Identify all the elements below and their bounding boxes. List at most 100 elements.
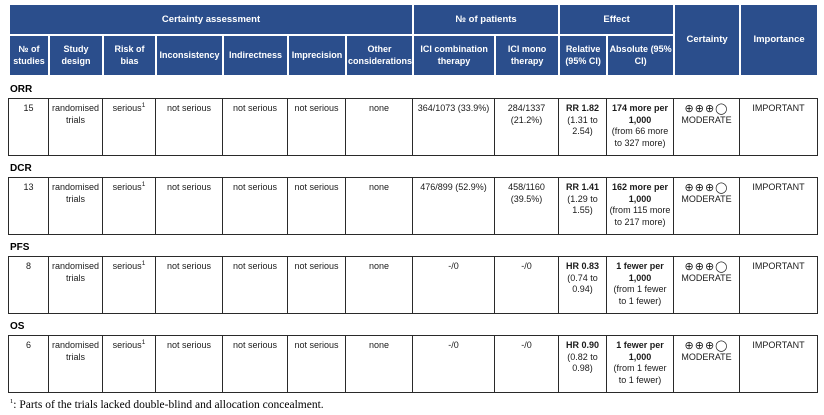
col-study-design: Study design xyxy=(48,34,104,77)
footnote-marker: 1 xyxy=(141,339,146,346)
cell-relative-effect: HR 0.83 (0.74 to 0.94) xyxy=(558,256,607,314)
col-indirectness: Indirectness xyxy=(222,34,289,77)
cell-inconsistency: not serious xyxy=(155,98,223,156)
pfs-table: 8 randomised trials serious1 not serious… xyxy=(8,256,818,314)
dcr-row: 13 randomised trials serious1 not seriou… xyxy=(8,177,818,235)
relative-ci: (0.82 to 0.98) xyxy=(567,351,598,374)
header-no-of-patients: № of patients xyxy=(412,3,561,36)
cell-ici-combination: -/0 xyxy=(412,335,495,393)
grade-header-table: Certainty assessment № of patients Effec… xyxy=(7,3,820,77)
cell-risk-of-bias: serious1 xyxy=(102,256,156,314)
section-label-os: OS xyxy=(10,321,25,332)
cell-absolute-effect: 1 fewer per 1,000 (from 1 fewer to 1 few… xyxy=(606,335,674,393)
cell-indirectness: not serious xyxy=(222,335,288,393)
cell-studies: 15 xyxy=(8,98,49,156)
cell-study-design: randomised trials xyxy=(48,256,103,314)
cell-importance: IMPORTANT xyxy=(739,256,818,314)
relative-estimate: RR 1.82 xyxy=(565,103,600,113)
absolute-estimate: 1 fewer per 1,000 xyxy=(616,261,664,283)
cell-risk-of-bias: serious1 xyxy=(102,335,156,393)
header-group-row: Certainty assessment № of patients Effec… xyxy=(7,3,820,77)
cell-inconsistency: not serious xyxy=(155,335,223,393)
absolute-ci: (from 1 fewer to 1 fewer) xyxy=(613,363,667,386)
absolute-ci: (from 115 more to 217 more) xyxy=(609,205,671,228)
dcr-table: 13 randomised trials serious1 not seriou… xyxy=(8,177,818,235)
orr-row: 15 randomised trials serious1 not seriou… xyxy=(8,98,818,156)
cell-studies: 8 xyxy=(8,256,49,314)
cell-ici-mono: 458/1160 (39.5%) xyxy=(494,177,559,235)
pfs-row: 8 randomised trials serious1 not serious… xyxy=(8,256,818,314)
risk-of-bias-text: serious xyxy=(112,103,142,113)
footnote-marker: 1 xyxy=(141,260,146,267)
header-certainty-assessment: Certainty assessment xyxy=(7,3,415,36)
cell-relative-effect: RR 1.82 (1.31 to 2.54) xyxy=(558,98,607,156)
risk-of-bias-text: serious xyxy=(112,261,142,271)
cell-inconsistency: not serious xyxy=(155,256,223,314)
cell-certainty: ⊕⊕⊕◯ MODERATE xyxy=(673,335,740,393)
section-label-orr: ORR xyxy=(10,84,33,95)
cell-imprecision: not serious xyxy=(287,98,346,156)
risk-of-bias-text: serious xyxy=(112,182,142,192)
cell-ici-mono: 284/1337 (21.2%) xyxy=(494,98,559,156)
footnote-marker: 1 xyxy=(141,102,146,109)
header-column-row: № of studies Study design Risk of bias I… xyxy=(8,34,818,77)
header-certainty: Certainty xyxy=(673,3,742,77)
absolute-estimate: 1 fewer per 1,000 xyxy=(616,340,664,362)
os-row: 6 randomised trials serious1 not serious… xyxy=(8,335,818,393)
relative-estimate: RR 1.41 xyxy=(565,182,600,192)
cell-absolute-effect: 174 more per 1,000 (from 66 more to 327 … xyxy=(606,98,674,156)
cell-risk-of-bias: serious1 xyxy=(102,98,156,156)
certainty-grade: MODERATE xyxy=(681,194,732,205)
header-importance: Importance xyxy=(739,3,820,77)
grade-circles-icon: ⊕⊕⊕◯ xyxy=(684,340,729,352)
relative-estimate: HR 0.83 xyxy=(565,261,600,271)
cell-ici-mono: -/0 xyxy=(494,335,559,393)
certainty-grade: MODERATE xyxy=(681,115,732,126)
cell-absolute-effect: 162 more per 1,000 (from 115 more to 217… xyxy=(606,177,674,235)
relative-estimate: HR 0.90 xyxy=(565,340,600,350)
cell-importance: IMPORTANT xyxy=(739,98,818,156)
section-label-pfs: PFS xyxy=(10,242,30,253)
cell-other-considerations: none xyxy=(345,256,413,314)
cell-indirectness: not serious xyxy=(222,177,288,235)
grade-circles-icon: ⊕⊕⊕◯ xyxy=(684,103,729,115)
cell-indirectness: not serious xyxy=(222,256,288,314)
certainty-grade: MODERATE xyxy=(681,273,732,284)
col-inconsistency: Inconsistency xyxy=(155,34,224,77)
cell-studies: 13 xyxy=(8,177,49,235)
cell-inconsistency: not serious xyxy=(155,177,223,235)
absolute-ci: (from 66 more to 327 more) xyxy=(611,126,669,149)
cell-certainty: ⊕⊕⊕◯ MODERATE xyxy=(673,177,740,235)
cell-ici-combination: 364/1073 (33.9%) xyxy=(412,98,495,156)
cell-importance: IMPORTANT xyxy=(739,177,818,235)
absolute-estimate: 174 more per 1,000 xyxy=(611,103,669,125)
certainty-grade: MODERATE xyxy=(681,352,732,363)
orr-table: 15 randomised trials serious1 not seriou… xyxy=(8,98,818,156)
cell-study-design: randomised trials xyxy=(48,335,103,393)
cell-importance: IMPORTANT xyxy=(739,335,818,393)
relative-ci: (1.31 to 2.54) xyxy=(567,114,598,137)
grade-circles-icon: ⊕⊕⊕◯ xyxy=(684,182,729,194)
cell-relative-effect: HR 0.90 (0.82 to 0.98) xyxy=(558,335,607,393)
footnote-marker: 1 xyxy=(141,181,146,188)
cell-certainty: ⊕⊕⊕◯ MODERATE xyxy=(673,256,740,314)
cell-imprecision: not serious xyxy=(287,177,346,235)
col-other-considerations: Other considerations xyxy=(344,34,415,77)
header-effect: Effect xyxy=(558,3,676,36)
cell-other-considerations: none xyxy=(345,177,413,235)
grade-circles-icon: ⊕⊕⊕◯ xyxy=(684,261,729,273)
cell-indirectness: not serious xyxy=(222,98,288,156)
cell-other-considerations: none xyxy=(345,98,413,156)
col-imprecision: Imprecision xyxy=(287,34,347,77)
col-risk-of-bias: Risk of bias xyxy=(102,34,157,77)
col-absolute-95ci: Absolute (95% CI) xyxy=(606,34,676,77)
cell-certainty: ⊕⊕⊕◯ MODERATE xyxy=(673,98,740,156)
col-ici-mono-therapy: ICI mono therapy xyxy=(494,34,561,77)
cell-ici-mono: -/0 xyxy=(494,256,559,314)
col-relative-95ci: Relative (95% CI) xyxy=(558,34,609,77)
cell-study-design: randomised trials xyxy=(48,177,103,235)
footnote-sup: 1 xyxy=(10,398,14,406)
risk-of-bias-text: serious xyxy=(112,340,142,350)
footnote-text: : Parts of the trials lacked double-blin… xyxy=(13,399,324,411)
